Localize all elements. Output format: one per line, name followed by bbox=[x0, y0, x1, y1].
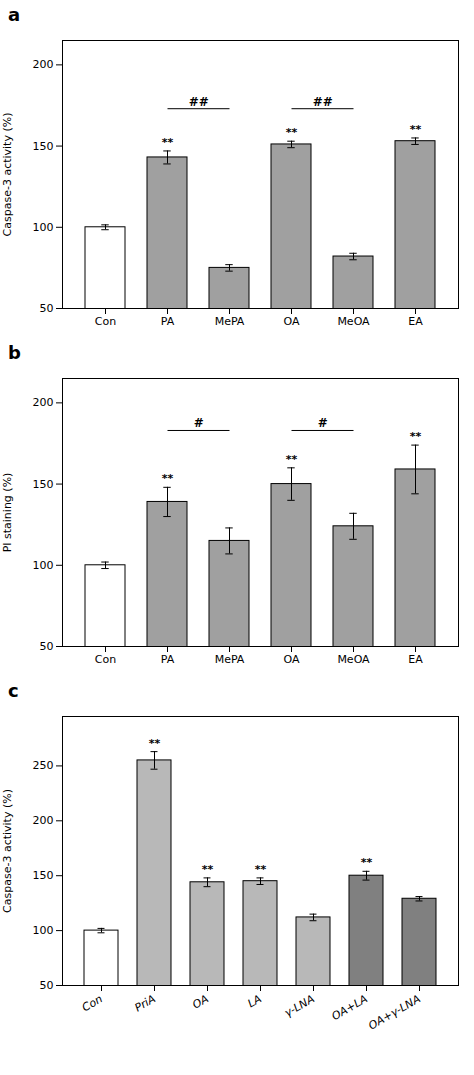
html-text:c: c bbox=[8, 680, 19, 701]
svg-text:**: ** bbox=[286, 453, 298, 466]
svg-text:**: ** bbox=[410, 123, 422, 136]
svg-text:PA: PA bbox=[161, 315, 175, 328]
svg-text:Con: Con bbox=[80, 992, 105, 1014]
svg-text:**: ** bbox=[361, 856, 373, 869]
svg-text:γ-LNA: γ-LNA bbox=[282, 992, 317, 1019]
svg-text:Caspase-3 activity (%): Caspase-3 activity (%) bbox=[1, 789, 14, 913]
svg-text:PI staining (%): PI staining (%) bbox=[1, 473, 14, 553]
svg-text:**: ** bbox=[162, 136, 174, 149]
svg-text:#: # bbox=[194, 416, 204, 430]
svg-text:50: 50 bbox=[40, 640, 54, 653]
svg-text:**: ** bbox=[255, 863, 267, 876]
svg-text:Con: Con bbox=[95, 315, 116, 328]
svg-text:MePA: MePA bbox=[215, 653, 245, 666]
svg-text:LA: LA bbox=[245, 992, 263, 1010]
svg-text:OA: OA bbox=[284, 315, 300, 328]
svg-text:**: ** bbox=[202, 863, 214, 876]
html-text:b: b bbox=[8, 342, 21, 363]
svg-text:150: 150 bbox=[33, 478, 54, 491]
svg-text:OA+LA: OA+LA bbox=[329, 992, 369, 1023]
svg-text:PA: PA bbox=[161, 653, 175, 666]
svg-text:200: 200 bbox=[33, 814, 54, 827]
svg-text:##: ## bbox=[189, 95, 209, 109]
svg-text:#: # bbox=[318, 416, 328, 430]
svg-text:**: ** bbox=[286, 126, 298, 139]
svg-text:50: 50 bbox=[40, 302, 54, 315]
svg-text:Caspase-3 activity (%): Caspase-3 activity (%) bbox=[1, 113, 14, 237]
svg-text:OA: OA bbox=[284, 653, 300, 666]
svg-text:50: 50 bbox=[40, 979, 54, 992]
svg-text:150: 150 bbox=[33, 140, 54, 153]
svg-text:100: 100 bbox=[33, 924, 54, 937]
svg-text:Con: Con bbox=[95, 653, 116, 666]
svg-text:100: 100 bbox=[33, 221, 54, 234]
svg-text:OA+γ-LNA: OA+γ-LNA bbox=[366, 992, 423, 1032]
svg-text:MeOA: MeOA bbox=[337, 315, 370, 328]
svg-text:MeOA: MeOA bbox=[337, 653, 370, 666]
svg-text:EA: EA bbox=[408, 653, 423, 666]
svg-text:100: 100 bbox=[33, 559, 54, 572]
html-text:a: a bbox=[8, 4, 21, 25]
svg-text:MePA: MePA bbox=[215, 315, 245, 328]
svg-text:150: 150 bbox=[33, 869, 54, 882]
svg-text:**: ** bbox=[162, 472, 174, 485]
svg-text:##: ## bbox=[313, 95, 333, 109]
svg-text:200: 200 bbox=[33, 396, 54, 409]
svg-text:EA: EA bbox=[408, 315, 423, 328]
svg-text:PriA: PriA bbox=[132, 992, 157, 1014]
svg-text:**: ** bbox=[410, 430, 422, 443]
svg-text:200: 200 bbox=[33, 58, 54, 71]
svg-text:250: 250 bbox=[33, 759, 54, 772]
svg-text:OA: OA bbox=[190, 992, 211, 1011]
svg-text:**: ** bbox=[149, 737, 161, 750]
